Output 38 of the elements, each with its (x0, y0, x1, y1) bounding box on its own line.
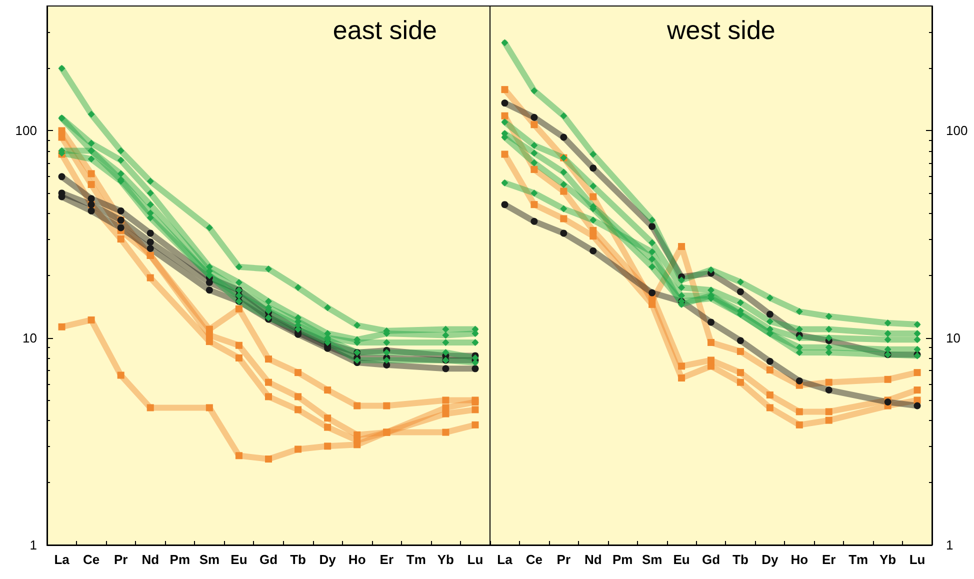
x-tick-label: Pm (612, 552, 633, 567)
y-tick-label: 1 (30, 538, 37, 552)
x-tick-label: Ce (526, 552, 543, 567)
x-tick-label: Pm (170, 552, 190, 567)
x-tick-label: Er (380, 552, 394, 567)
y2-tick-label: 10 (946, 330, 960, 346)
x-tick-label: Dy (319, 552, 337, 567)
y-tick-label: 100 (15, 123, 37, 138)
x-tick-label: Eu (230, 552, 248, 567)
chart-title: east side (332, 15, 438, 45)
x-tick-label: Gd (259, 552, 278, 567)
x-tick-label: Ho (790, 552, 808, 567)
x-tick-label: Tm (848, 552, 868, 567)
chart-title: west side (666, 15, 776, 45)
x-tick-label: Dy (762, 552, 780, 567)
y2-tick-label: 100 (946, 123, 968, 138)
y2-tick-label: 1 (946, 538, 954, 552)
x-tick-label: Eu (673, 552, 690, 567)
x-tick-label: Lu (467, 552, 484, 567)
x-tick-label: Nd (584, 552, 602, 567)
x-tick-label: Yb (879, 552, 896, 567)
x-tick-label: Tm (406, 552, 426, 567)
x-tick-label: Ho (348, 552, 366, 567)
x-tick-label: Ce (82, 552, 100, 567)
x-tick-label: Yb (437, 552, 454, 567)
x-tick-label: Pr (556, 552, 571, 567)
x-tick-label: Tb (290, 552, 306, 567)
x-tick-label: Sm (199, 552, 220, 567)
x-tick-label: Tb (732, 552, 748, 567)
x-tick-label: Sm (642, 552, 662, 567)
x-tick-label: Pr (114, 552, 128, 567)
x-tick-label: Nd (142, 552, 160, 567)
x-tick-label: Er (822, 552, 836, 567)
x-tick-label: Gd (702, 552, 720, 567)
y-tick-label: 10 (22, 330, 37, 346)
x-tick-label: La (497, 552, 514, 567)
x-tick-label: Lu (909, 552, 926, 567)
x-tick-label: La (54, 552, 70, 567)
